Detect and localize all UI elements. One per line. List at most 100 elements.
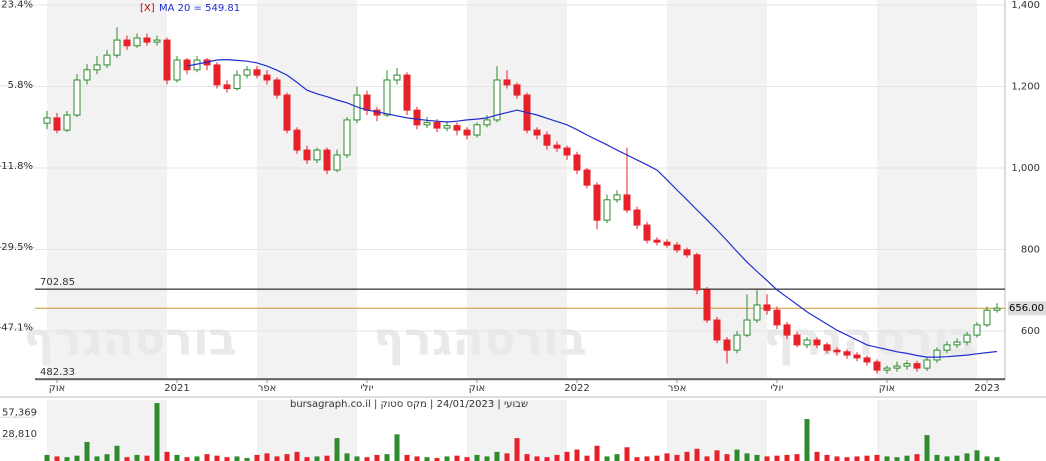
volume-bar <box>464 457 470 461</box>
candle-body <box>313 149 321 161</box>
y2-tick-label: -11.8% <box>0 161 33 172</box>
y2-tick-label: 23.4% <box>1 0 33 11</box>
x-tick-label: יולי <box>771 383 784 394</box>
candle-body <box>183 59 191 71</box>
candle-body <box>53 117 61 131</box>
volume-bar <box>144 455 150 461</box>
volume-bar <box>894 457 900 461</box>
candle-body <box>703 289 711 321</box>
band <box>257 0 357 380</box>
candle-body <box>223 84 231 90</box>
candle-body <box>463 129 471 136</box>
volume-bar <box>684 451 690 461</box>
candle-body <box>153 39 161 43</box>
candle-body <box>683 249 691 256</box>
candle-body <box>83 69 91 81</box>
volume-bar <box>834 456 840 461</box>
volume-bar <box>794 454 800 461</box>
candle-body <box>503 79 511 86</box>
candle-body <box>163 39 171 81</box>
volume-bar <box>164 451 170 461</box>
volume-bar <box>474 454 480 461</box>
candle-body <box>743 319 751 336</box>
volume-bar <box>44 454 50 461</box>
volume-bar <box>544 457 550 461</box>
volume-bar <box>314 456 320 461</box>
candle-body <box>643 224 651 241</box>
volume-bar <box>744 453 750 461</box>
volume-bar <box>814 451 820 461</box>
candle-body <box>173 59 181 81</box>
x-tick-label: 2023 <box>974 383 999 394</box>
volume-bar <box>494 451 500 461</box>
y2-tick-label: -29.5% <box>0 242 33 253</box>
candle-body <box>863 357 871 363</box>
candle-body <box>793 334 801 346</box>
candle-body <box>273 79 281 96</box>
candle-body <box>803 339 811 346</box>
candle-body <box>983 309 991 326</box>
volume-bar <box>654 455 660 461</box>
candle-body <box>773 309 781 326</box>
candle-body <box>423 121 431 126</box>
volume-bar <box>354 456 360 461</box>
volume-bar <box>614 454 620 461</box>
candle-body <box>113 39 121 56</box>
volume-bar <box>644 456 650 461</box>
candle-body <box>383 79 391 116</box>
candle-body <box>993 307 1001 311</box>
volume-bar <box>694 448 700 461</box>
band <box>257 400 357 461</box>
candle-body <box>283 94 291 131</box>
volume-bar <box>304 457 310 461</box>
candle-body <box>623 194 631 211</box>
volume-bar <box>364 457 370 461</box>
volume-bar <box>224 457 230 461</box>
legend-text: MA 20 = 549.81 <box>159 3 240 14</box>
candle-body <box>593 184 601 221</box>
candle-body <box>403 74 411 111</box>
volume-bar <box>324 455 330 461</box>
candle-body <box>213 64 221 86</box>
volume-bar <box>374 454 380 461</box>
volume-bar <box>874 454 880 461</box>
volume-bar <box>704 456 710 461</box>
candle-body <box>293 129 301 151</box>
candle-body <box>813 339 821 346</box>
candle-body <box>323 149 331 171</box>
candle-body <box>123 39 131 47</box>
volume-bar <box>444 456 450 461</box>
candle-body <box>563 147 571 156</box>
volume-bar <box>294 451 300 461</box>
y2-tick-label: -47.1% <box>0 323 33 334</box>
volume-bar <box>434 457 440 461</box>
candle-body <box>933 349 941 361</box>
candle-body <box>103 54 111 66</box>
volume-bar <box>124 457 130 461</box>
volume-bar <box>574 449 580 461</box>
candle-body <box>883 367 891 371</box>
volume-bar <box>854 456 860 461</box>
band <box>467 0 567 380</box>
candle-body <box>583 169 591 186</box>
volume-bar <box>774 455 780 461</box>
volume-bar <box>184 457 190 461</box>
candle-body <box>963 334 971 343</box>
candle-body <box>93 64 101 71</box>
volume-bar <box>344 453 350 461</box>
volume-bar <box>724 454 730 461</box>
candle-body <box>253 69 261 76</box>
volume-bar <box>384 454 390 461</box>
v-tick-label: 57,369 <box>2 407 37 418</box>
volume-bar <box>974 450 980 461</box>
volume-bar <box>764 456 770 461</box>
y-tick-label: 1,000 <box>1011 163 1040 174</box>
volume-bar <box>934 454 940 461</box>
volume-bar <box>824 454 830 461</box>
volume-bar <box>244 457 250 461</box>
volume-bar <box>964 453 970 461</box>
candle-body <box>923 359 931 369</box>
volume-bar <box>984 456 990 461</box>
candle-body <box>303 149 311 161</box>
